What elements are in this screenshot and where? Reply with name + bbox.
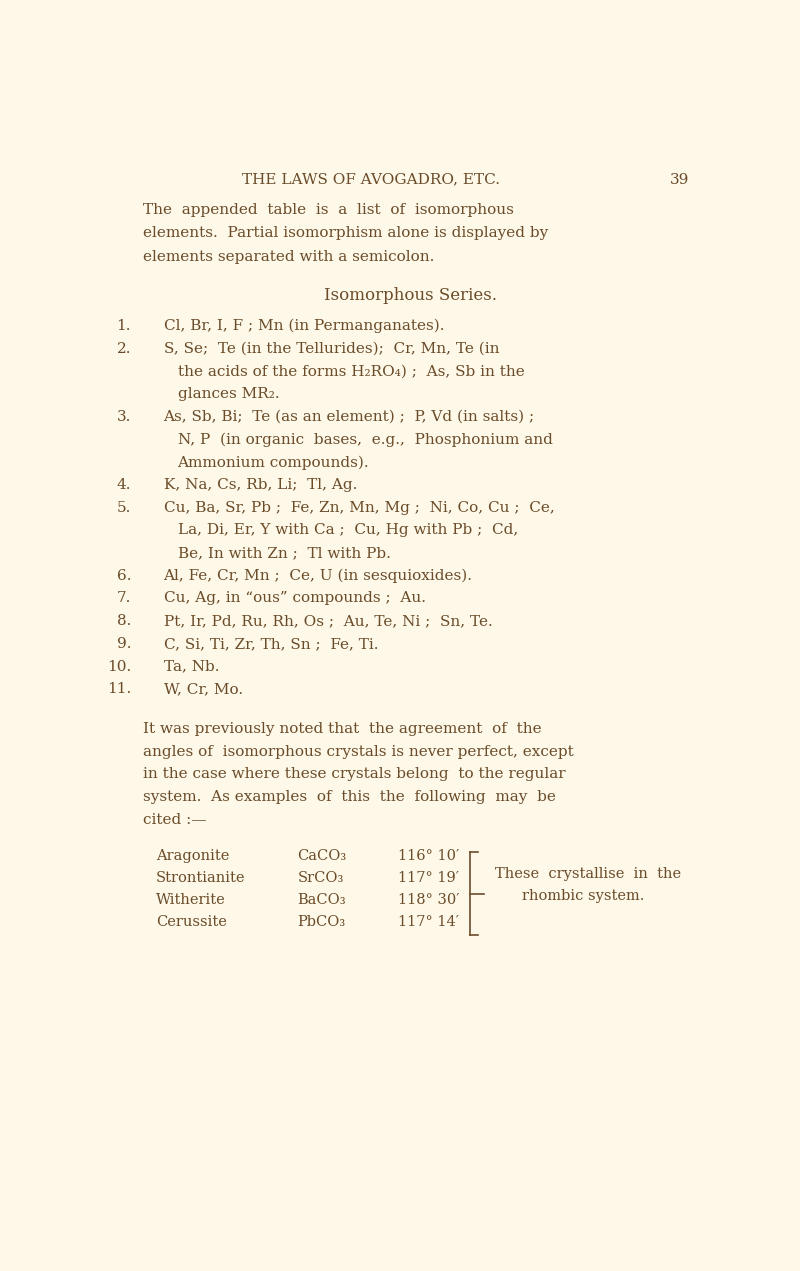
Text: Be, In with Zn ;  Tl with Pb.: Be, In with Zn ; Tl with Pb.: [178, 547, 390, 561]
Text: Pt, Ir, Pd, Ru, Rh, Os ;  Au, Te, Ni ;  Sn, Te.: Pt, Ir, Pd, Ru, Rh, Os ; Au, Te, Ni ; Sn…: [163, 614, 492, 628]
Text: 117° 19′: 117° 19′: [398, 872, 459, 886]
Text: angles of  isomorphous crystals is never perfect, except: angles of isomorphous crystals is never …: [142, 745, 574, 759]
Text: glances MR₂.: glances MR₂.: [178, 386, 279, 400]
Text: SrCO₃: SrCO₃: [298, 872, 344, 886]
Text: Witherite: Witherite: [156, 894, 226, 907]
Text: 5.: 5.: [117, 501, 131, 515]
Text: Aragonite: Aragonite: [156, 849, 229, 863]
Text: 11.: 11.: [106, 683, 131, 697]
Text: elements.  Partial isomorphism alone is displayed by: elements. Partial isomorphism alone is d…: [142, 226, 548, 240]
Text: 118° 30′: 118° 30′: [398, 894, 460, 907]
Text: the acids of the forms H₂RO₄) ;  As, Sb in the: the acids of the forms H₂RO₄) ; As, Sb i…: [178, 365, 524, 379]
Text: W, Cr, Mo.: W, Cr, Mo.: [163, 683, 242, 697]
Text: 10.: 10.: [106, 660, 131, 674]
Text: Cl, Br, I, F ; Mn (in Permanganates).: Cl, Br, I, F ; Mn (in Permanganates).: [163, 319, 444, 333]
Text: elements separated with a semicolon.: elements separated with a semicolon.: [142, 249, 434, 263]
Text: system.  As examples  of  this  the  following  may  be: system. As examples of this the followin…: [142, 791, 555, 805]
Text: cited :—: cited :—: [142, 812, 206, 827]
Text: Cu, Ba, Sr, Pb ;  Fe, Zn, Mn, Mg ;  Ni, Co, Cu ;  Ce,: Cu, Ba, Sr, Pb ; Fe, Zn, Mn, Mg ; Ni, Co…: [163, 501, 554, 515]
Text: As, Sb, Bi;  Te (as an element) ;  P, Vd (in salts) ;: As, Sb, Bi; Te (as an element) ; P, Vd (…: [163, 409, 534, 423]
Text: BaCO₃: BaCO₃: [298, 894, 346, 907]
Text: 7.: 7.: [117, 591, 131, 605]
Text: Cu, Ag, in “ous” compounds ;  Au.: Cu, Ag, in “ous” compounds ; Au.: [163, 591, 426, 605]
Text: 117° 14′: 117° 14′: [398, 915, 459, 929]
Text: PbCO₃: PbCO₃: [298, 915, 346, 929]
Text: 39: 39: [670, 173, 689, 187]
Text: The  appended  table  is  a  list  of  isomorphous: The appended table is a list of isomorph…: [142, 203, 514, 217]
Text: Strontianite: Strontianite: [156, 872, 246, 886]
Text: 2.: 2.: [117, 342, 131, 356]
Text: Isomorphous Series.: Isomorphous Series.: [323, 286, 497, 304]
Text: in the case where these crystals belong  to the regular: in the case where these crystals belong …: [142, 768, 566, 782]
Text: Al, Fe, Cr, Mn ;  Ce, U (in sesquioxides).: Al, Fe, Cr, Mn ; Ce, U (in sesquioxides)…: [163, 568, 473, 583]
Text: These  crystallise  in  the: These crystallise in the: [495, 868, 682, 882]
Text: THE LAWS OF AVOGADRO, ETC.: THE LAWS OF AVOGADRO, ETC.: [242, 173, 500, 187]
Text: 116° 10′: 116° 10′: [398, 849, 460, 863]
Text: 1.: 1.: [117, 319, 131, 333]
Text: N, P  (in organic  bases,  e.g.,  Phosphonium and: N, P (in organic bases, e.g., Phosphoniu…: [178, 432, 552, 447]
Text: La, Di, Er, Y with Ca ;  Cu, Hg with Pb ;  Cd,: La, Di, Er, Y with Ca ; Cu, Hg with Pb ;…: [178, 524, 518, 538]
Text: Cerussite: Cerussite: [156, 915, 226, 929]
Text: 4.: 4.: [117, 478, 131, 492]
Text: rhombic system.: rhombic system.: [522, 890, 645, 904]
Text: 3.: 3.: [117, 409, 131, 423]
Text: C, Si, Ti, Zr, Th, Sn ;  Fe, Ti.: C, Si, Ti, Zr, Th, Sn ; Fe, Ti.: [163, 637, 378, 651]
Text: 6.: 6.: [117, 568, 131, 582]
Text: Ta, Nb.: Ta, Nb.: [163, 660, 219, 674]
Text: 8.: 8.: [117, 614, 131, 628]
Text: CaCO₃: CaCO₃: [298, 849, 347, 863]
Text: Ammonium compounds).: Ammonium compounds).: [178, 455, 369, 469]
Text: K, Na, Cs, Rb, Li;  Tl, Ag.: K, Na, Cs, Rb, Li; Tl, Ag.: [163, 478, 357, 492]
Text: It was previously noted that  the agreement  of  the: It was previously noted that the agreeme…: [142, 722, 542, 736]
Text: 9.: 9.: [117, 637, 131, 651]
Text: S, Se;  Te (in the Tellurides);  Cr, Mn, Te (in: S, Se; Te (in the Tellurides); Cr, Mn, T…: [163, 342, 499, 356]
